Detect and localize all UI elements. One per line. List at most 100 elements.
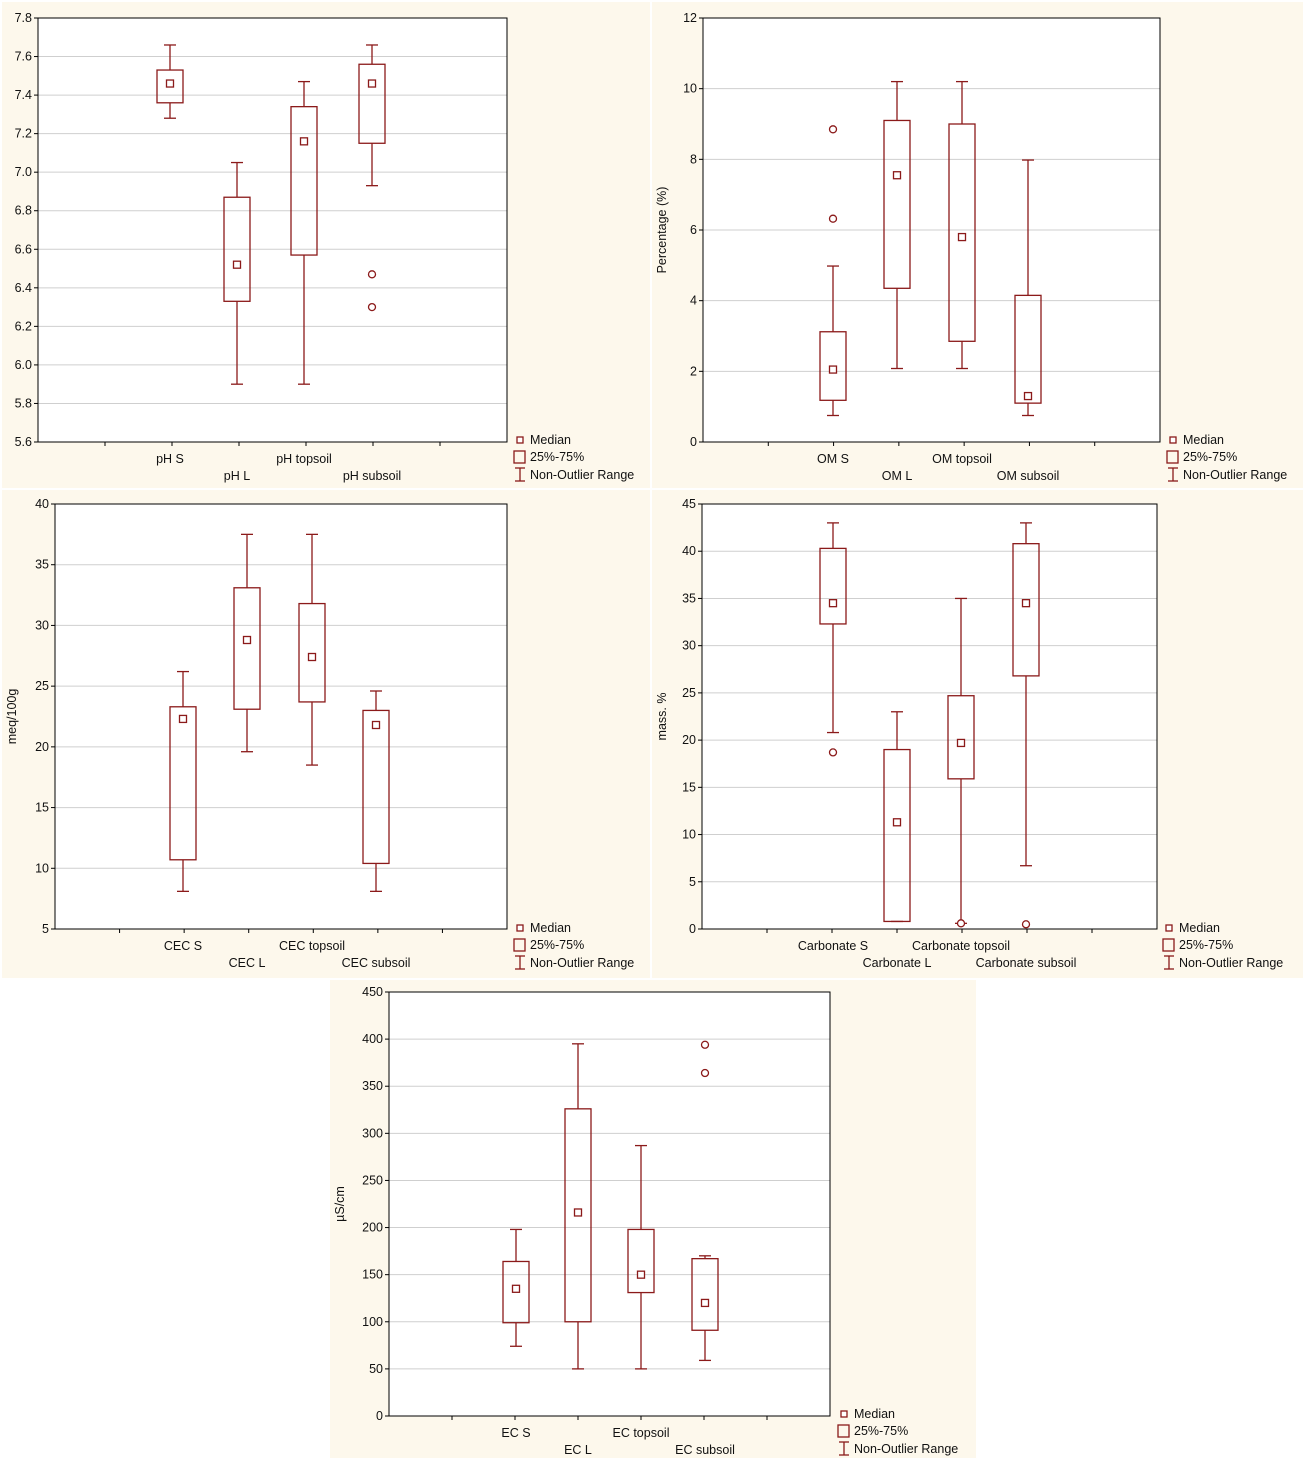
legend-median-label: Median — [1179, 921, 1220, 935]
x-category-label: EC subsoil — [675, 1443, 735, 1457]
chart-panel-ec: 0 50 100 150 200 250 300 350 400 450 µS/cm EC S EC L… — [330, 980, 976, 1458]
y-tick-label: 20 — [35, 740, 49, 754]
legend-box-label: 25%-75% — [530, 450, 584, 464]
x-category-label: CEC S — [164, 939, 202, 953]
y-tick-label: 7.8 — [15, 11, 32, 25]
chart-panel-ph: 5.6 5.8 6.0 6.2 6.4 6.6 6.8 7.0 7.2 7.4 7.6 7.8 pH S… — [2, 2, 650, 488]
box-iqr — [362, 709, 390, 865]
median-marker — [232, 260, 242, 269]
legend-box-label: 25%-75% — [1183, 450, 1237, 464]
chart-panel-cec: 5 10 15 20 25 30 35 40 meq/100g CEC S CEC L CEC top… — [2, 490, 650, 978]
box-2 — [223, 161, 251, 385]
y-tick-label: 50 — [369, 1362, 383, 1376]
box-3 — [627, 1144, 655, 1370]
y-tick-label: 5.8 — [15, 396, 32, 410]
legend-range-label: Non-Outlier Range — [530, 956, 634, 970]
legend-median-icon — [516, 924, 524, 932]
median-marker — [1021, 599, 1031, 608]
box-1 — [819, 522, 847, 757]
median-marker — [636, 1270, 646, 1279]
chart-svg: 0 2 4 6 8 10 12 Percentage (%) OM S OM L OM topsoi… — [655, 11, 1287, 483]
x-category-label: OM subsoil — [997, 469, 1060, 483]
x-category-label: CEC subsoil — [342, 956, 411, 970]
outlier-point — [828, 748, 838, 757]
x-category-label: EC L — [564, 1443, 592, 1457]
y-tick-label: 0 — [690, 435, 697, 449]
y-tick-label: 6.0 — [15, 358, 32, 372]
y-tick-label: 100 — [362, 1315, 383, 1329]
outlier-point — [367, 270, 377, 279]
legend-median-label: Median — [854, 1407, 895, 1421]
y-tick-label: 6.2 — [15, 319, 32, 333]
y-tick-label: 450 — [362, 985, 383, 999]
y-tick-label: 30 — [682, 639, 696, 653]
box-iqr — [169, 706, 197, 861]
y-tick-label: 2 — [690, 364, 697, 378]
box-iqr — [290, 106, 318, 256]
box-iqr — [691, 1257, 719, 1331]
box-iqr — [502, 1260, 530, 1324]
chart-svg: 5 10 15 20 25 30 35 40 meq/100g CEC S CEC L CEC top… — [5, 497, 634, 970]
median-marker — [1023, 391, 1033, 401]
box-iqr — [883, 748, 911, 923]
box-iqr — [233, 587, 261, 710]
legend-median-label: Median — [530, 921, 571, 935]
box-2 — [564, 1043, 592, 1370]
x-category-label: pH S — [156, 452, 184, 466]
median-marker — [573, 1208, 583, 1217]
y-tick-label: 6 — [690, 223, 697, 237]
y-axis-label: mass. % — [655, 693, 669, 741]
legend-box-icon — [513, 450, 526, 464]
legend-median-label: Median — [530, 433, 571, 447]
y-tick-label: 350 — [362, 1079, 383, 1093]
box-2 — [233, 533, 261, 753]
box-iqr — [948, 123, 976, 342]
legend-box-icon — [513, 938, 526, 952]
y-tick-label: 5 — [42, 922, 49, 936]
x-category-label: Carbonate S — [798, 939, 868, 953]
legend-median-icon — [840, 1410, 848, 1418]
box-iqr — [627, 1228, 655, 1294]
box-iqr — [223, 196, 251, 302]
box-2 — [883, 80, 911, 370]
y-tick-label: 15 — [35, 801, 49, 815]
x-category-label: Carbonate L — [863, 956, 932, 970]
plot-area — [702, 504, 1157, 929]
plot-frame — [388, 991, 831, 1417]
box-3 — [947, 597, 975, 928]
box-4 — [362, 690, 390, 893]
plot-frame — [54, 503, 508, 930]
y-tick-label: 45 — [682, 497, 696, 511]
x-category-label: OM S — [817, 452, 849, 466]
median-marker — [892, 171, 902, 180]
y-tick-label: 15 — [682, 780, 696, 794]
outlier-point — [956, 919, 966, 928]
legend-range-label: Non-Outlier Range — [854, 1442, 958, 1456]
plot-area — [55, 504, 507, 929]
chart-panel-carbonate: 0 5 10 15 20 25 30 35 40 45 mass. % Carbonate S Carb… — [652, 490, 1303, 978]
legend-range-label: Non-Outlier Range — [1179, 956, 1283, 970]
box-4 — [358, 44, 386, 312]
median-marker — [511, 1284, 521, 1293]
y-tick-label: 7.4 — [15, 88, 32, 102]
median-marker — [828, 365, 838, 374]
median-marker — [178, 714, 188, 724]
median-marker — [957, 232, 967, 242]
outlier-point — [367, 302, 377, 312]
y-tick-label: 40 — [35, 497, 49, 511]
x-category-label: EC topsoil — [613, 1426, 670, 1440]
y-tick-label: 4 — [690, 294, 697, 308]
box-iqr — [819, 547, 847, 625]
box-1 — [502, 1228, 530, 1347]
plot-area — [389, 992, 830, 1416]
y-tick-label: 35 — [35, 558, 49, 572]
outlier-point — [828, 125, 838, 134]
y-tick-label: 25 — [682, 686, 696, 700]
median-marker — [700, 1298, 710, 1308]
chart-svg: 0 5 10 15 20 25 30 35 40 45 mass. % Carbonate S Carb… — [655, 497, 1283, 970]
median-marker — [242, 635, 252, 645]
y-axis-label: meq/100g — [5, 689, 19, 745]
y-tick-label: 35 — [682, 591, 696, 605]
box-iqr — [156, 69, 184, 104]
x-category-label: OM topsoil — [932, 452, 992, 466]
